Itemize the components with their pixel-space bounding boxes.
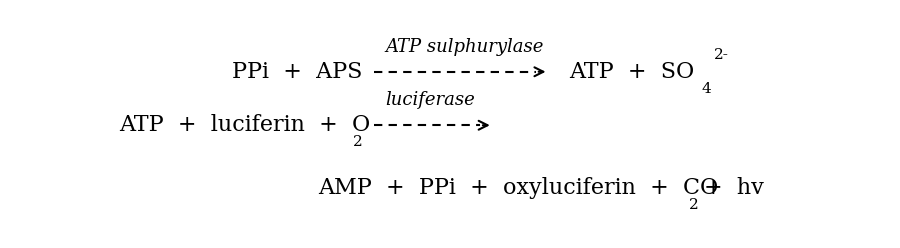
Text: +  hv: + hv bbox=[704, 177, 764, 199]
Text: 2: 2 bbox=[688, 198, 698, 213]
Text: ATP  +  SO: ATP + SO bbox=[570, 61, 695, 83]
Text: 4: 4 bbox=[702, 82, 712, 96]
Text: 2-: 2- bbox=[714, 48, 729, 62]
Text: AMP  +  PPi  +  oxyluciferin  +  CO: AMP + PPi + oxyluciferin + CO bbox=[319, 177, 718, 199]
Text: PPi  +  APS: PPi + APS bbox=[232, 61, 363, 83]
Text: luciferase: luciferase bbox=[385, 92, 474, 109]
Text: ATP sulphurylase: ATP sulphurylase bbox=[385, 38, 544, 56]
Text: 2: 2 bbox=[353, 135, 363, 150]
Text: ATP  +  luciferin  +  O: ATP + luciferin + O bbox=[120, 114, 371, 136]
